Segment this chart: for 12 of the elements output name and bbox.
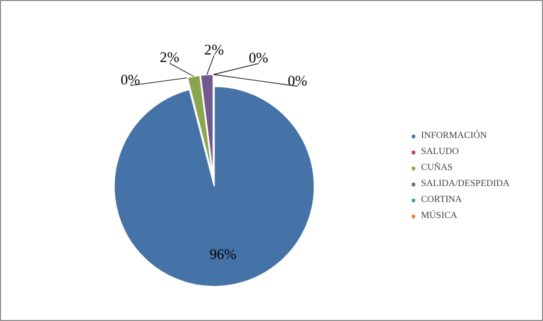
legend-label: MÚSICA <box>421 211 458 221</box>
legend-label: INFORMACIÓN <box>421 131 487 141</box>
text: 0% <box>248 50 268 67</box>
text: 0% <box>120 72 140 89</box>
legend-label: CUÑAS <box>421 163 453 173</box>
data-label: 2% <box>204 42 224 58</box>
data-label: 2% <box>160 50 180 66</box>
legend-label: SALUDO <box>421 147 459 157</box>
legend-label: SALIDA/DESPEDIDA <box>421 179 510 189</box>
data-label: 96% <box>209 246 236 263</box>
legend-label: CORTINA <box>421 195 462 205</box>
text: 0% <box>288 73 308 90</box>
